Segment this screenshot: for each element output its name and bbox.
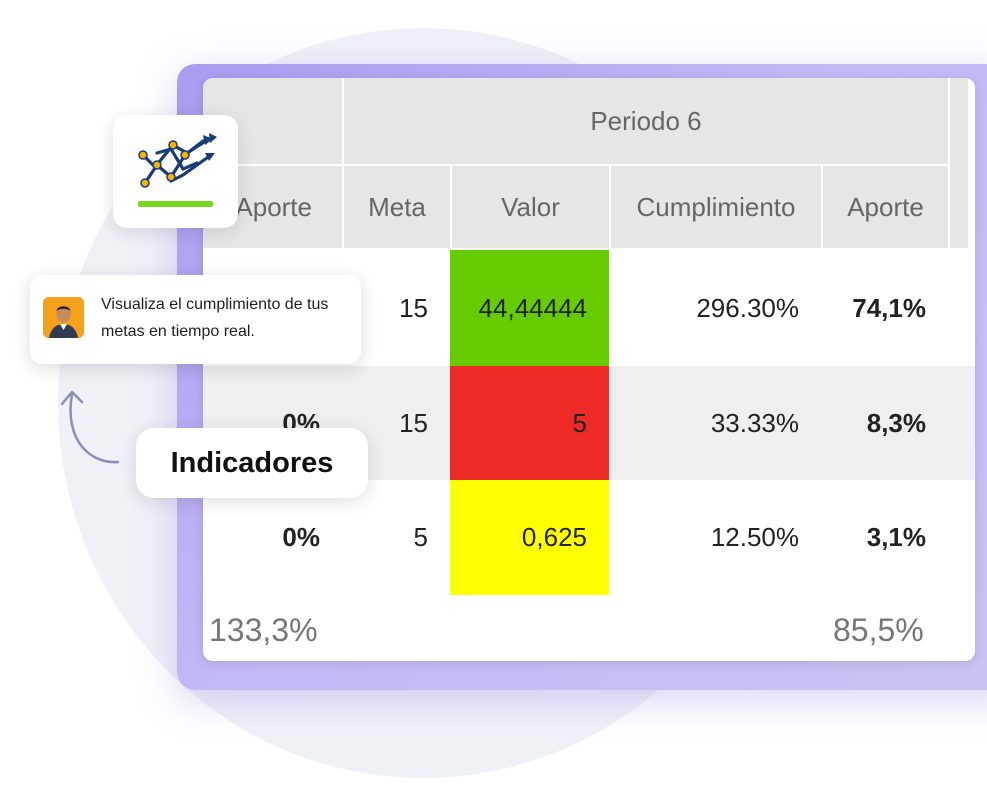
cell-text: 15 xyxy=(399,292,428,323)
cell-text: 0,625 xyxy=(521,522,587,552)
column-header-label: Aporte xyxy=(847,191,924,222)
column-header-label: Aporte xyxy=(235,191,312,222)
table-cell-aporte: 3,1% xyxy=(821,480,948,595)
badge-label: Indicadores xyxy=(170,446,334,479)
column-header-label: Valor xyxy=(501,191,560,222)
column-header-label: Cumplimiento xyxy=(636,191,796,222)
app-logo-card xyxy=(113,115,238,228)
table-cell-cumplimiento: 12.50% xyxy=(609,480,821,595)
cell-text: 8,3% xyxy=(866,407,926,438)
message-text: Visualiza el cumplimiento de tus metas e… xyxy=(101,296,329,340)
table-cell-meta: 5 xyxy=(342,480,450,595)
cell-text: 3,1% xyxy=(866,522,926,552)
table-cell-meta: 15 xyxy=(342,250,450,366)
column-header-meta: Meta xyxy=(342,166,450,248)
cell-text: 44,44444 xyxy=(478,292,587,323)
avatar xyxy=(43,297,84,338)
cell-text: 0% xyxy=(282,522,320,552)
total-left: 133,3% xyxy=(209,600,359,660)
table-cell-meta: 15 xyxy=(342,366,450,480)
cell-text: 5 xyxy=(413,522,428,552)
total-text: 133,3% xyxy=(209,611,318,648)
table-cell-valor: 5 xyxy=(450,366,609,480)
column-header-cumplimiento: Cumplimiento xyxy=(609,166,821,248)
cell-text: 5 xyxy=(572,407,587,438)
period-header: Periodo 6 xyxy=(342,78,948,164)
indicators-table: Periodo 6 Aporte Meta Valor Cumplimiento… xyxy=(203,78,975,661)
logo-accent-bar xyxy=(138,201,213,207)
table-cell-cumplimiento: 296.30% xyxy=(609,250,821,366)
header-edge xyxy=(948,78,968,248)
cell-text: 33.33% xyxy=(710,407,799,438)
table-cell-valor: 0,625 xyxy=(450,480,609,595)
table-cell-aporte-left: 0% xyxy=(203,480,342,595)
column-header-valor: Valor xyxy=(450,166,609,248)
cell-text: 12.50% xyxy=(710,522,799,552)
indicadores-badge: Indicadores xyxy=(136,428,368,498)
column-header-aporte: Aporte xyxy=(821,166,948,248)
period-header-label: Periodo 6 xyxy=(590,105,702,136)
total-right: 85,5% xyxy=(833,600,963,660)
cell-text: 74,1% xyxy=(852,292,926,323)
trend-arrows-icon xyxy=(138,133,217,188)
cell-text: 296.30% xyxy=(696,292,799,323)
total-text: 85,5% xyxy=(833,611,924,648)
table-cell-aporte: 74,1% xyxy=(821,250,948,366)
table-cell-valor: 44,44444 xyxy=(450,250,609,366)
message-card: Visualiza el cumplimiento de tus metas e… xyxy=(30,275,361,364)
column-header-label: Meta xyxy=(368,191,426,222)
cell-text: 15 xyxy=(399,407,428,438)
column-header-aporte-left: Aporte xyxy=(203,166,342,248)
curved-arrow-icon xyxy=(60,390,120,464)
table-cell-cumplimiento: 33.33% xyxy=(609,366,821,480)
table-cell-aporte: 8,3% xyxy=(821,366,948,480)
person-avatar-icon xyxy=(43,297,84,338)
